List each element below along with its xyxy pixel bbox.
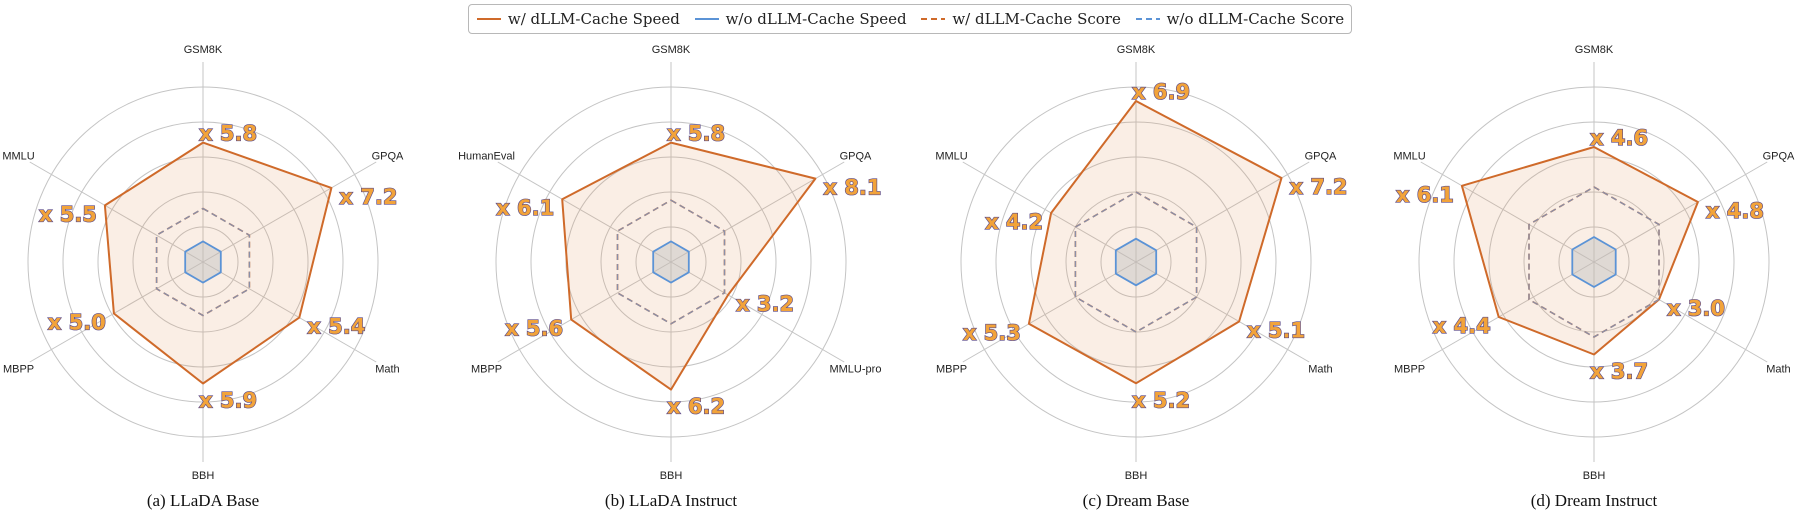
axis-spoke	[1135, 261, 1310, 363]
panel-caption: (d) Dream Instruct	[1531, 491, 1658, 510]
speedup-label: x 5.9	[199, 388, 257, 412]
speedup-label: x 6.1	[1396, 183, 1454, 207]
axis-spoke	[962, 261, 1137, 363]
speedup-label: x 5.6	[505, 317, 563, 341]
legend-item-with-cache-score: w/ dLLM-Cache Score	[920, 10, 1121, 28]
speedup-label: x 5.4	[307, 315, 365, 339]
axis-label: GSM8K	[184, 44, 223, 56]
series-without-cache-score	[1528, 186, 1660, 338]
speedup-label: x 3.7	[1590, 360, 1648, 384]
speedup-label: x 4.8	[1706, 199, 1764, 223]
legend-item-without-cache-score: w/o dLLM-Cache Score	[1135, 10, 1345, 28]
speedup-label: x 5.1	[1247, 319, 1305, 343]
legend-label: w/ dLLM-Cache Speed	[507, 10, 680, 28]
axis-label: Math	[1308, 364, 1332, 376]
radar-chart-2: GSM8K GPQA MMLU-pro BBH MBPP HumanEval x 5.8 x …	[458, 44, 882, 510]
axis-spoke	[1420, 161, 1595, 263]
legend-item-without-cache-speed: w/o dLLM-Cache Speed	[694, 10, 907, 28]
axis-spoke	[670, 261, 845, 363]
axis-spoke	[1420, 261, 1595, 363]
axis-spoke	[1593, 261, 1768, 363]
panel-caption: (c) Dream Base	[1083, 491, 1190, 510]
speedup-label: x 5.0	[48, 310, 106, 334]
speedup-label: x 4.2	[985, 210, 1043, 234]
axis-label: MMLU	[1393, 151, 1425, 163]
axis-spoke	[202, 261, 377, 363]
axis-spoke	[497, 161, 672, 263]
speedup-label: x 5.2	[1132, 388, 1190, 412]
speedup-label: x 6.1	[496, 196, 554, 220]
axis-spoke	[29, 161, 204, 263]
axis-label: GSM8K	[1575, 44, 1614, 56]
axis-spoke	[962, 161, 1137, 263]
legend-swatch	[1135, 18, 1160, 20]
series-with-cache-speed	[1460, 146, 1699, 356]
axis-label: MMLU	[935, 151, 967, 163]
axis-label: GPQA	[1305, 151, 1337, 163]
radar-chart-4: GSM8K GPQA Math BBH MBPP MMLU x 4.6 x 4.8 x 3.0 x…	[1393, 44, 1795, 510]
axis-spoke	[497, 261, 672, 363]
series-with-cache-speed	[1027, 100, 1283, 385]
series-without-cache-speed	[1114, 237, 1158, 287]
axis-label: MBPP	[3, 364, 34, 376]
axis-label: GSM8K	[1117, 44, 1156, 56]
axis-label: BBH	[1125, 470, 1148, 482]
axis-label: GSM8K	[652, 44, 691, 56]
speedup-label: x 5.8	[199, 122, 257, 146]
axis-label: GPQA	[1763, 151, 1795, 163]
speedup-label: x 6.2	[667, 395, 725, 419]
legend-label: w/ dLLM-Cache Score	[952, 10, 1121, 28]
axis-label: GPQA	[372, 151, 404, 163]
axis-label: MBPP	[1394, 364, 1425, 376]
axis-spoke	[29, 261, 204, 363]
speedup-label: x 5.3	[963, 321, 1021, 345]
axis-label: Math	[1766, 364, 1790, 376]
axis-label: HumanEval	[458, 151, 515, 163]
panel-caption: (a) LLaDA Base	[147, 491, 259, 510]
speedup-label: x 7.2	[1289, 175, 1347, 199]
series-with-cache-speed	[103, 141, 333, 385]
legend-swatch	[476, 18, 501, 20]
legend-label: w/o dLLM-Cache Speed	[725, 10, 907, 28]
series-without-cache-speed	[1571, 236, 1617, 288]
axis-label: MMLU-pro	[829, 364, 881, 376]
speedup-label: x 4.6	[1590, 126, 1648, 150]
axis-spoke	[202, 161, 377, 263]
series-without-cache-score	[155, 207, 251, 317]
speedup-label: x 3.0	[1667, 297, 1725, 321]
axis-label: BBH	[192, 470, 215, 482]
chart-legend: w/ dLLM-Cache Speed w/o dLLM-Cache Speed…	[468, 4, 1352, 34]
axis-label: BBH	[660, 470, 683, 482]
axis-label: Math	[375, 364, 399, 376]
legend-swatch	[921, 18, 946, 20]
axis-label: MMLU	[2, 151, 34, 163]
legend-label: w/o dLLM-Cache Score	[1166, 10, 1345, 28]
speedup-label: x 8.1	[823, 176, 881, 200]
series-without-cache-score	[616, 199, 726, 325]
speedup-label: x 5.8	[667, 122, 725, 146]
series-without-cache-speed	[184, 240, 222, 284]
axis-label: BBH	[1583, 470, 1606, 482]
panel-caption: (b) LLaDA Instruct	[605, 491, 737, 510]
axis-label: MBPP	[936, 364, 967, 376]
series-without-cache-speed	[652, 240, 690, 284]
speedup-label: x 3.2	[736, 292, 794, 316]
axis-label: MBPP	[471, 364, 502, 376]
legend-item-with-cache-speed: w/ dLLM-Cache Speed	[476, 10, 680, 28]
radar-chart-3: GSM8K GPQA Math BBH MBPP MMLU x 6.9 x 7.2 x 5.1 x…	[935, 44, 1348, 510]
axis-spoke	[1593, 161, 1768, 263]
speedup-label: x 7.2	[339, 185, 397, 209]
speedup-label: x 4.4	[1433, 314, 1491, 338]
speedup-label: x 5.5	[39, 202, 97, 226]
speedup-label: x 6.9	[1132, 80, 1190, 104]
legend-swatch	[694, 18, 719, 20]
radar-chart-1: GSM8K GPQA Math BBH MBPP MMLU x 5.8 x 7.2 x 5.4 x…	[2, 44, 404, 510]
axis-label: GPQA	[840, 151, 872, 163]
